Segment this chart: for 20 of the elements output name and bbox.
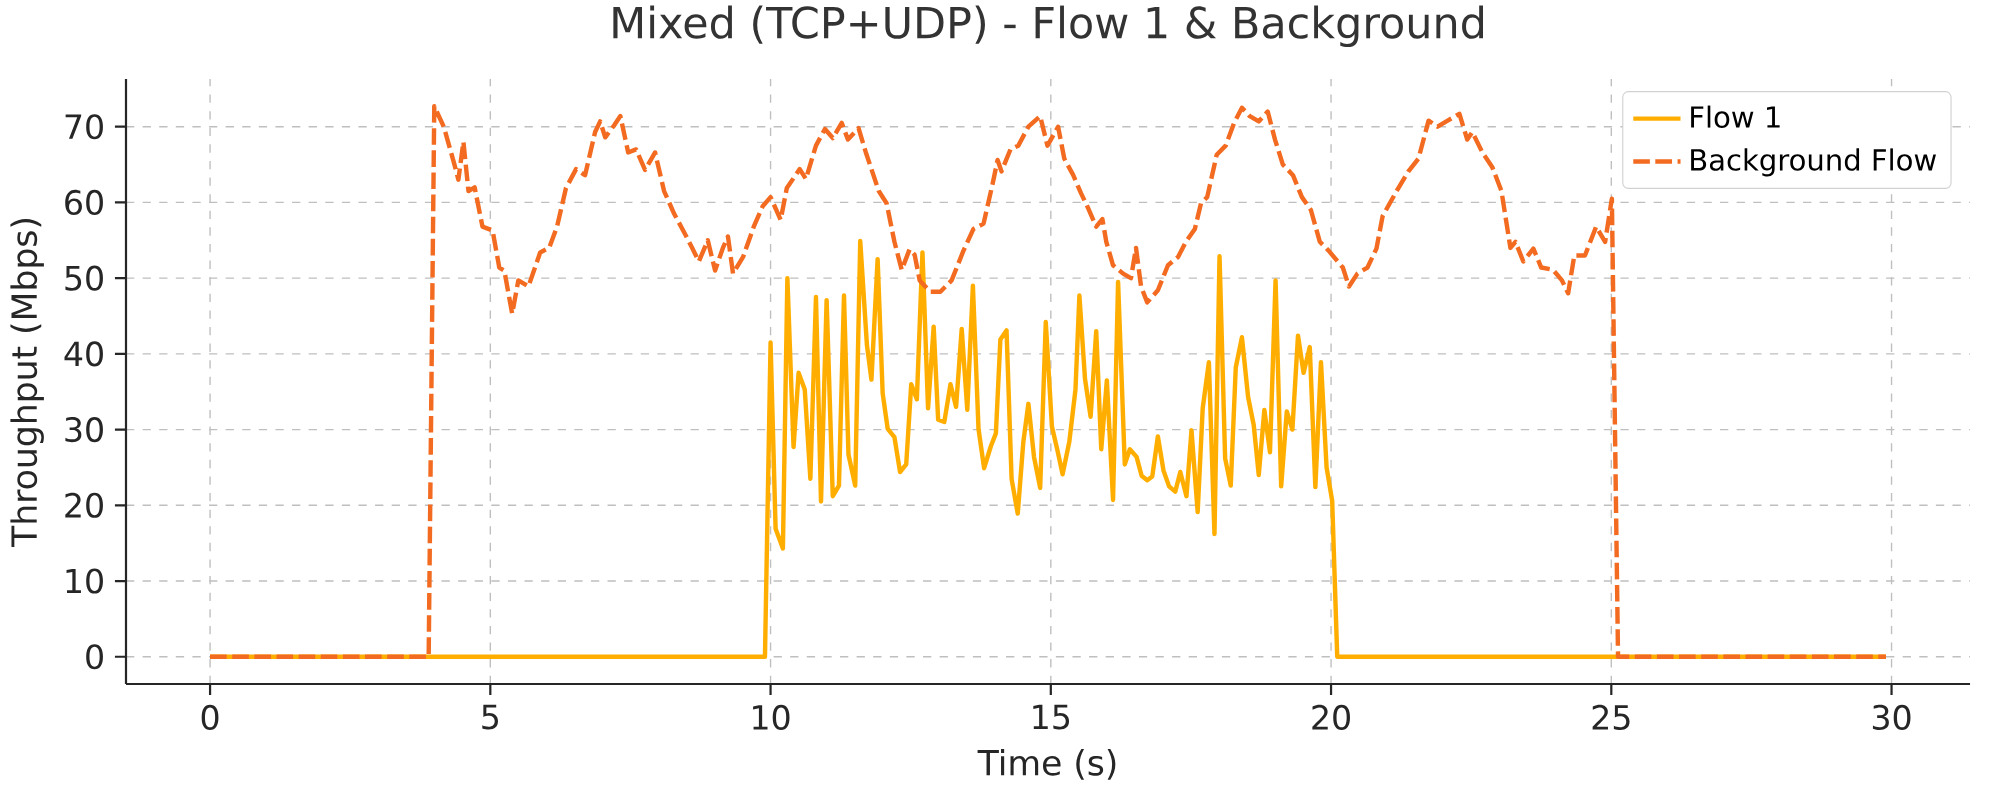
x-tick-label: 30 <box>1872 704 1911 730</box>
y-tick-label: 60 <box>65 189 103 215</box>
x-tick-label: 10 <box>753 704 790 730</box>
x-tick-label: 5 <box>482 704 498 730</box>
y-tick-label: 20 <box>65 492 103 518</box>
x-tick-label: 0 <box>201 704 219 730</box>
x-tick-label: 15 <box>1033 704 1070 730</box>
legend-label: Background Flow <box>1691 148 1936 177</box>
y-tick-label: 30 <box>65 417 103 443</box>
y-tick-label: 50 <box>65 265 103 291</box>
y-tick-label: 0 <box>86 644 103 670</box>
y-tick-label: 40 <box>64 341 103 367</box>
x-axis-title: Time (s) <box>977 748 1116 780</box>
legend-label: Flow 1 <box>1691 105 1780 128</box>
y-tick-label: 10 <box>66 568 103 594</box>
x-tick-label: 25 <box>1592 704 1630 730</box>
y-axis-title: Throughput (Mbps) <box>10 219 44 547</box>
y-tick-label: 70 <box>65 114 103 140</box>
x-tick-label: 20 <box>1312 704 1350 730</box>
chart-title: Mixed (TCP+UDP) - Flow 1 & Background <box>613 5 1483 48</box>
